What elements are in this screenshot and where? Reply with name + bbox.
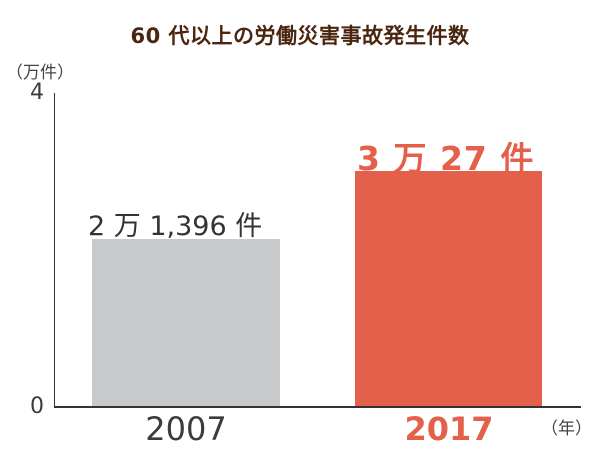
- y-axis-unit-label: （万件）: [6, 63, 74, 83]
- y-axis-line: [54, 93, 55, 407]
- chart-title: 60 代以上の労働災害事故発生件数: [130, 24, 470, 48]
- x-category-2017: 2017: [404, 410, 494, 448]
- data-label-2007: 2 万 1,396 件: [88, 211, 263, 242]
- data-label-2017: 3 万 27 件: [357, 139, 535, 178]
- x-category-2007: 2007: [145, 410, 227, 448]
- y-tick-0: 0: [30, 394, 44, 419]
- y-tick-4: 4: [30, 80, 44, 105]
- bar-2007: [92, 239, 280, 407]
- x-axis-line: [54, 406, 581, 408]
- x-axis-unit-label: （年）: [541, 419, 592, 439]
- bar-2017: [355, 171, 542, 407]
